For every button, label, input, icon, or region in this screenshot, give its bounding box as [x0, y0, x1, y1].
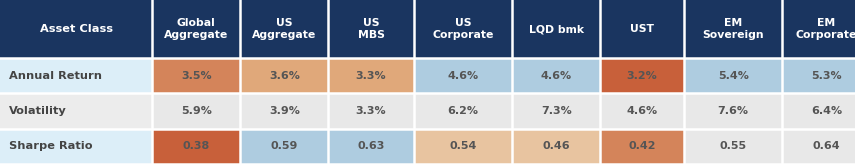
- Text: 3.9%: 3.9%: [268, 106, 300, 116]
- Text: Volatility: Volatility: [9, 106, 67, 116]
- Text: US
MBS: US MBS: [357, 18, 385, 40]
- Bar: [414, 58, 512, 93]
- Bar: [782, 0, 855, 58]
- Bar: [600, 0, 684, 58]
- Bar: [600, 93, 684, 129]
- Bar: [684, 129, 782, 164]
- Text: 3.2%: 3.2%: [627, 71, 657, 81]
- Bar: [328, 0, 414, 58]
- Text: 4.6%: 4.6%: [540, 71, 572, 81]
- Bar: [152, 129, 240, 164]
- Bar: [152, 0, 240, 58]
- Bar: [414, 93, 512, 129]
- Text: Annual Return: Annual Return: [9, 71, 102, 81]
- Bar: [414, 129, 512, 164]
- Bar: [328, 58, 414, 93]
- Text: 0.38: 0.38: [183, 141, 209, 151]
- Bar: [0, 0, 152, 58]
- Text: 5.3%: 5.3%: [811, 71, 841, 81]
- Bar: [512, 58, 600, 93]
- Bar: [328, 93, 414, 129]
- Bar: [0, 58, 152, 93]
- Bar: [152, 58, 240, 93]
- Text: Sharpe Ratio: Sharpe Ratio: [9, 141, 92, 151]
- Text: 3.6%: 3.6%: [268, 71, 300, 81]
- Text: US
Aggregate: US Aggregate: [252, 18, 316, 40]
- Text: 6.4%: 6.4%: [811, 106, 842, 116]
- Bar: [684, 58, 782, 93]
- Text: 6.2%: 6.2%: [447, 106, 479, 116]
- Text: 3.5%: 3.5%: [181, 71, 211, 81]
- Text: 0.54: 0.54: [449, 141, 477, 151]
- Text: 4.6%: 4.6%: [447, 71, 479, 81]
- Bar: [512, 0, 600, 58]
- Text: 0.42: 0.42: [628, 141, 656, 151]
- Bar: [240, 58, 328, 93]
- Text: EM
Sovereign: EM Sovereign: [702, 18, 764, 40]
- Text: 5.4%: 5.4%: [717, 71, 749, 81]
- Bar: [600, 58, 684, 93]
- Bar: [684, 0, 782, 58]
- Bar: [512, 129, 600, 164]
- Text: 0.64: 0.64: [812, 141, 840, 151]
- Text: 5.9%: 5.9%: [180, 106, 212, 116]
- Text: 3.3%: 3.3%: [356, 71, 386, 81]
- Text: 0.59: 0.59: [270, 141, 298, 151]
- Text: Global
Aggregate: Global Aggregate: [164, 18, 228, 40]
- Text: 4.6%: 4.6%: [627, 106, 657, 116]
- Bar: [152, 93, 240, 129]
- Bar: [240, 0, 328, 58]
- Bar: [0, 93, 152, 129]
- Text: LQD bmk: LQD bmk: [528, 24, 584, 34]
- Text: Asset Class: Asset Class: [39, 24, 113, 34]
- Text: 3.3%: 3.3%: [356, 106, 386, 116]
- Bar: [0, 129, 152, 164]
- Bar: [240, 93, 328, 129]
- Bar: [512, 93, 600, 129]
- Text: UST: UST: [630, 24, 654, 34]
- Text: US
Corporate: US Corporate: [433, 18, 493, 40]
- Bar: [782, 58, 855, 93]
- Bar: [328, 129, 414, 164]
- Bar: [240, 129, 328, 164]
- Text: 0.55: 0.55: [720, 141, 746, 151]
- Bar: [782, 93, 855, 129]
- Text: 7.6%: 7.6%: [717, 106, 749, 116]
- Text: EM
Corporate: EM Corporate: [796, 18, 855, 40]
- Bar: [600, 129, 684, 164]
- Text: 0.63: 0.63: [357, 141, 385, 151]
- Bar: [782, 129, 855, 164]
- Text: 0.46: 0.46: [542, 141, 570, 151]
- Bar: [414, 0, 512, 58]
- Text: 7.3%: 7.3%: [541, 106, 571, 116]
- Bar: [684, 93, 782, 129]
